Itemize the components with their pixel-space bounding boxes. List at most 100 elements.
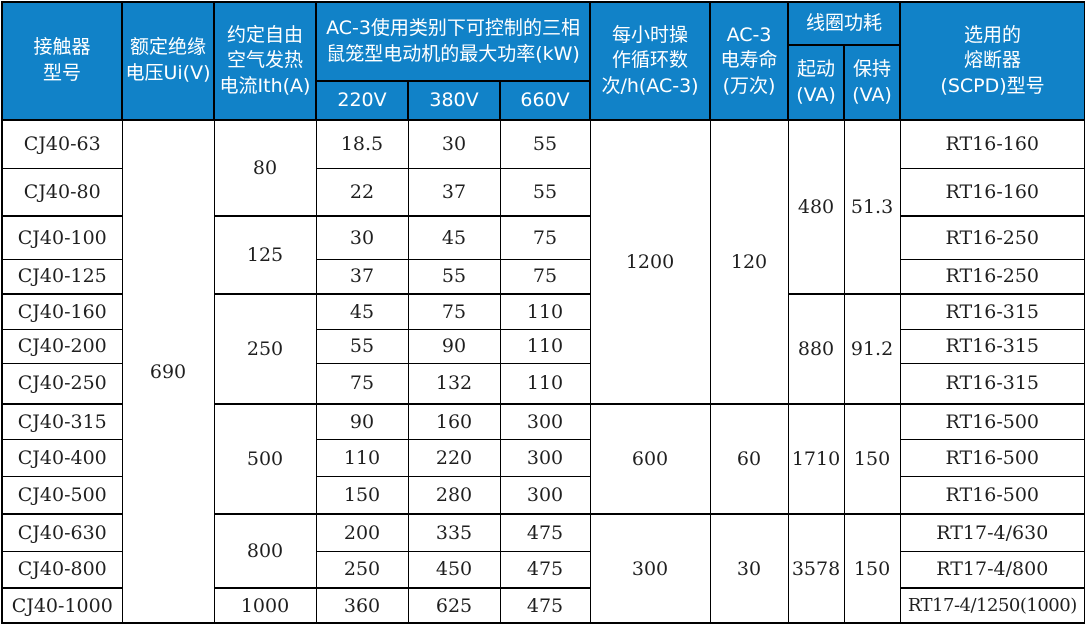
cell-life: 120 [709,119,789,405]
cell-fuse: RT17-4/630 [899,513,1085,552]
table-row: CJ40-1000 1000 360 625 475 RT17-4/1250(1… [1,587,1085,624]
cell-hold-va: 150 [843,513,901,624]
cell-ith: 1000 [213,587,317,624]
header-ac3-electrical-life: AC-3 电寿命 (万次) [709,1,790,121]
cell-fuse: RT16-500 [899,475,1085,515]
cell-ith: 500 [213,403,317,515]
cell-start-va: 880 [787,293,845,405]
cell-p220: 37 [315,258,409,295]
cell-p660: 475 [499,587,591,624]
cell-p380: 132 [407,362,501,405]
cell-p660: 110 [499,362,591,405]
cell-p220: 110 [315,438,409,477]
cell-p220: 200 [315,513,409,552]
cell-p660: 110 [499,328,591,364]
cell-p660: 75 [499,215,591,260]
cell-p660: 300 [499,438,591,477]
table-row: CJ40-160 250 45 75 110 880 91.2 RT16-315 [1,293,1085,405]
cell-p380: 75 [407,293,501,330]
cell-p380: 30 [407,119,501,169]
table-row: CJ40-630 800 200 335 475 300 30 3578 150… [1,513,1085,624]
table-row: CJ40-63 690 80 18.5 30 55 1200 120 480 5… [1,119,1085,624]
cell-p220: 30 [315,215,409,260]
cell-model: CJ40-400 [1,438,123,477]
cell-life: 60 [709,403,789,515]
cell-fuse: RT16-315 [899,362,1085,405]
cell-cycles: 1200 [589,119,711,405]
cell-model: CJ40-500 [1,475,123,515]
cell-hold-va: 91.2 [843,293,901,405]
cell-model: CJ40-250 [1,362,123,405]
header-coil-start: 起动 (VA) [787,44,846,121]
cell-p220: 75 [315,362,409,405]
cell-ith: 80 [213,119,317,217]
header-coil-consumption-group: 线圈功耗 [787,1,902,46]
header-fuse-type: 选用的 熔断器 (SCPD)型号 [899,1,1085,121]
cell-model: CJ40-125 [1,258,123,295]
table-body: CJ40-63 690 80 18.5 30 55 1200 120 480 5… [1,119,1085,624]
table-row: CJ40-800 250 450 475 RT17-4/800 [1,550,1085,589]
header-660v: 660V [498,80,592,121]
cell-model: CJ40-80 [1,167,123,217]
cell-p220: 22 [315,167,409,217]
cell-p380: 280 [407,475,501,515]
cell-model: CJ40-160 [1,293,123,330]
cell-p380: 45 [407,215,501,260]
cell-fuse: RT16-160 [899,119,1085,169]
cell-ith: 250 [213,293,317,405]
cell-fuse: RT16-250 [899,215,1085,260]
cell-p220: 45 [315,293,409,330]
header-ac3-max-power-group: AC-3使用类别下可控制的三相 鼠笼型电动机的最大功率(kW) [314,1,592,82]
cell-model: CJ40-100 [1,215,123,260]
table-row: CJ40-200 55 90 110 RT16-315 [1,328,1085,364]
table-row: CJ40-80 22 37 55 RT16-160 [1,167,1085,217]
cell-p220: 250 [315,550,409,589]
table-header: 接触器 型号 额定绝缘 电压Ui(V) 约定自由 空气发热 电流Ith(A) A… [1,1,1085,121]
cell-hold-va: 150 [843,403,901,515]
cell-p380: 55 [407,258,501,295]
cell-p380: 625 [407,587,501,624]
cell-p660: 55 [499,167,591,217]
cell-p660: 55 [499,119,591,169]
cell-ith: 125 [213,215,317,295]
cell-start-va: 3578 [787,513,845,624]
cell-model: CJ40-315 [1,403,123,440]
cell-p380: 160 [407,403,501,440]
cell-p660: 300 [499,475,591,515]
cell-cycles: 300 [589,513,711,624]
table-row: CJ40-250 75 132 110 RT16-315 [1,362,1085,405]
cell-p220: 55 [315,328,409,364]
header-conventional-thermal-current: 约定自由 空气发热 电流Ith(A) [213,1,317,121]
table-row: CJ40-500 150 280 300 RT16-500 [1,475,1085,515]
cell-ith: 800 [213,513,317,589]
cell-start-va: 480 [787,119,845,295]
cell-fuse: RT16-500 [899,438,1085,477]
table-row: CJ40-400 110 220 300 RT16-500 [1,438,1085,477]
cell-fuse: RT16-315 [899,293,1085,330]
cell-fuse: RT16-315 [899,328,1085,364]
cell-fuse: RT17-4/800 [899,550,1085,589]
header-coil-hold: 保持 (VA) [843,44,902,121]
table-row: CJ40-100 125 30 45 75 RT16-250 [1,215,1085,295]
header-contactor-model: 接触器 型号 [1,1,123,121]
cell-model: CJ40-63 [1,119,123,169]
cell-model: CJ40-200 [1,328,123,364]
cell-p380: 37 [407,167,501,217]
header-220v: 220V [315,80,409,121]
cell-model: CJ40-800 [1,550,123,589]
cell-p220: 150 [315,475,409,515]
cell-p380: 90 [407,328,501,364]
cell-p380: 335 [407,513,501,552]
cell-fuse: RT17-4/1250(1000) [899,587,1085,624]
cell-rated-voltage: 690 [121,119,215,624]
cell-start-va: 1710 [787,403,845,515]
cell-p660: 300 [499,403,591,440]
cell-fuse: RT16-160 [899,167,1085,217]
cell-fuse: RT16-250 [899,258,1085,295]
table-row: CJ40-315 500 90 160 300 600 60 1710 150 … [1,403,1085,515]
cell-hold-va: 51.3 [843,119,901,295]
cell-p660: 75 [499,258,591,295]
cell-life: 30 [709,513,789,624]
